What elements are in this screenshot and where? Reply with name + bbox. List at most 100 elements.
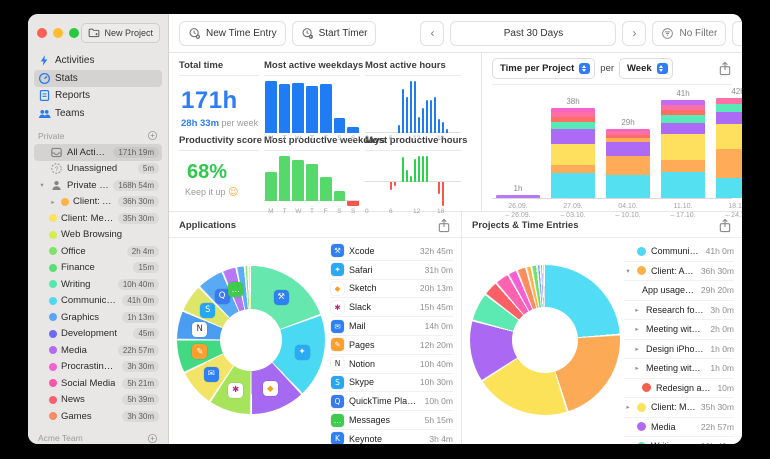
next-period-button[interactable]: › xyxy=(622,20,647,46)
app-time: 31h 0m xyxy=(424,264,453,275)
messages-app-icon: … xyxy=(331,413,344,427)
sidebar-item-games[interactable]: Games 3h 30m xyxy=(34,408,162,425)
zoom-window-button[interactable] xyxy=(69,28,79,38)
filter-button[interactable]: No Filter xyxy=(652,20,727,46)
project-row-research-for-secret-proje[interactable]: ▸ Research for Secret Proje… 3h 0m xyxy=(624,299,734,320)
bar xyxy=(417,156,421,182)
sidebar-item-label: Social Media xyxy=(61,377,116,389)
app-row-sketch[interactable]: ◆ Sketch 20h 13m xyxy=(331,278,453,298)
sidebar-item-client-megacorp[interactable]: Client: MegaCorp35h 30m xyxy=(34,210,162,227)
sidebar-nav-reports[interactable]: Reports xyxy=(34,87,162,105)
app-row-safari[interactable]: ✦ Safari 31h 0m xyxy=(331,259,453,279)
project-row-writing[interactable]: Writing 10h 40m xyxy=(624,436,734,444)
sidebar-item-finance[interactable]: Finance 15m xyxy=(34,260,162,277)
sidebar-list: Activities Stats Reports Teams Private All Ac… xyxy=(28,52,168,444)
sidebar-nav-stats[interactable]: Stats xyxy=(34,69,162,87)
project-time: 36h 30m xyxy=(700,265,734,276)
project-row-communication[interactable]: Communication 41h 0m xyxy=(624,242,734,261)
app-row-keynote[interactable]: K Keynote 3h 4m xyxy=(331,428,453,444)
search-input[interactable]: Search xyxy=(732,20,742,46)
sidebar-item-label: News xyxy=(61,394,85,406)
stacked-bar xyxy=(551,107,595,198)
sidebar-item-client-acme-inc[interactable]: ▸ Client: Acme Inc.36h 30m xyxy=(34,194,162,211)
projects-donut[interactable] xyxy=(470,265,620,415)
date-range-field[interactable]: Past 30 Days xyxy=(450,20,617,46)
svg-text:?: ? xyxy=(55,166,59,173)
project-row-design-iphone-y[interactable]: ▸ Design iPhone Y 1h 0m xyxy=(624,338,734,359)
share-icon[interactable] xyxy=(718,61,732,76)
sidebar-item-development[interactable]: Development 45m xyxy=(34,326,162,343)
stacked-bar-column[interactable]: 38h xyxy=(551,97,595,198)
add-project-button[interactable] xyxy=(147,130,158,141)
applications-donut[interactable]: ⚒ ✦ ◆ ✱ ✉ ✎ N S Q… xyxy=(177,266,325,414)
project-row-app-usage-without-a-ti[interactable]: App usage without a ti… 29h 20m xyxy=(624,280,734,300)
project-row-client-megacorp[interactable]: ▸ Client: MegaCorp 35h 30m xyxy=(624,397,734,417)
minimize-window-button[interactable] xyxy=(53,28,63,38)
project-row-meeting-with-jony-craig[interactable]: ▸ Meeting with Jony & Craig 1h 0m xyxy=(624,358,734,378)
share-icon[interactable] xyxy=(718,218,732,233)
sidebar-item-media[interactable]: Media 22h 57m xyxy=(34,342,162,359)
bar xyxy=(278,84,291,133)
sidebar-item-label: Unassigned xyxy=(67,163,118,175)
app-name: Keynote xyxy=(349,433,383,444)
project-color-dot xyxy=(637,422,646,432)
app-row-mail[interactable]: ✉ Mail 14h 0m xyxy=(331,316,453,335)
add-project-button[interactable] xyxy=(147,433,158,444)
project-label: Redesign acme.com xyxy=(656,382,712,393)
app-row-quicktime-player[interactable]: Q QuickTime Player 10h 0m xyxy=(331,391,453,410)
sidebar-item-office[interactable]: Office 2h 4m xyxy=(34,243,162,260)
project-row-meeting-with-angela[interactable]: ▸ Meeting with Angela 2h 0m xyxy=(624,319,734,339)
app-name: Safari xyxy=(349,264,373,275)
sidebar-nav-teams[interactable]: Teams xyxy=(34,105,162,123)
bar-segment xyxy=(551,112,595,118)
time-per-project-chart[interactable]: 1h38h29h41h42h16h xyxy=(492,87,742,199)
app-name: Skype xyxy=(349,377,375,388)
stacked-bar-column[interactable]: 42h xyxy=(716,87,742,198)
sidebar-item-writing[interactable]: Writing 10h 40m xyxy=(34,276,162,293)
tick-label: 0 xyxy=(365,208,369,215)
metric-select[interactable]: Time per Project xyxy=(492,58,596,79)
app-row-notion[interactable]: N Notion 10h 40m xyxy=(331,353,453,373)
app-name: Xcode xyxy=(349,245,375,256)
new-time-entry-button[interactable]: New Time Entry xyxy=(179,20,286,46)
project-row-media[interactable]: Media 22h 57m xyxy=(624,416,734,437)
app-row-xcode[interactable]: ⚒ Xcode 32h 45m xyxy=(331,242,453,260)
bar-segment xyxy=(661,114,705,123)
tick-label: S xyxy=(337,208,342,215)
project-row-redesign-acme-com[interactable]: Redesign acme.com 10m xyxy=(624,377,734,398)
start-timer-button[interactable]: Start Timer xyxy=(291,20,377,46)
sidebar-item-graphics[interactable]: Graphics 1h 13m xyxy=(34,309,162,326)
sidebar-item-communication[interactable]: Communication 41h 0m xyxy=(34,293,162,310)
close-window-button[interactable] xyxy=(37,28,47,38)
sidebar-item-unassigned[interactable]: ? Unassigned 5m xyxy=(34,161,162,178)
stacked-bar-column[interactable]: 29h xyxy=(606,118,650,198)
sidebar-item-social-media[interactable]: Social Media 5h 21m xyxy=(34,375,162,392)
app-time: 32h 45m xyxy=(419,245,453,256)
bar-segment xyxy=(551,121,595,129)
app-row-messages[interactable]: … Messages 5h 15m xyxy=(331,410,453,429)
app-time: 15h 45m xyxy=(419,302,453,313)
sidebar-section-title: Private xyxy=(38,130,65,141)
previous-period-button[interactable]: ‹ xyxy=(420,20,445,46)
stacked-bar-column[interactable]: 1h xyxy=(496,184,540,198)
project-row-client-acme-inc[interactable]: ▾ Client: Acme Inc. 36h 30m xyxy=(624,260,734,281)
share-icon[interactable] xyxy=(437,218,451,233)
person-icon xyxy=(50,179,63,192)
app-row-pages[interactable]: ✎ Pages 12h 20m xyxy=(331,334,453,354)
sidebar-item-private-projects[interactable]: ▾ Private Projects 168h 54m xyxy=(34,177,162,194)
project-time: 35h 30m xyxy=(700,402,734,413)
stacked-bar-column[interactable]: 41h xyxy=(661,89,705,198)
sidebar-item-news[interactable]: News 5h 39m xyxy=(34,392,162,409)
new-project-button[interactable]: New Project xyxy=(81,23,160,43)
project-color-dot xyxy=(49,247,57,256)
app-row-skype[interactable]: S Skype 10h 30m xyxy=(331,372,453,392)
bar xyxy=(306,85,318,133)
sidebar-nav-activities[interactable]: Activities xyxy=(34,52,162,70)
sidebar-item-procrastination[interactable]: Procrastination 3h 30m xyxy=(34,359,162,376)
sidebar-item-web-browsing[interactable]: Web Browsing xyxy=(34,227,162,244)
sidebar-item-all-activities[interactable]: All Activities 171h 19m xyxy=(34,144,162,161)
chevron-down-icon: ▾ xyxy=(626,266,630,275)
interval-select[interactable]: Week xyxy=(619,58,673,79)
app-row-slack[interactable]: ✱ Slack 15h 45m xyxy=(331,297,453,316)
